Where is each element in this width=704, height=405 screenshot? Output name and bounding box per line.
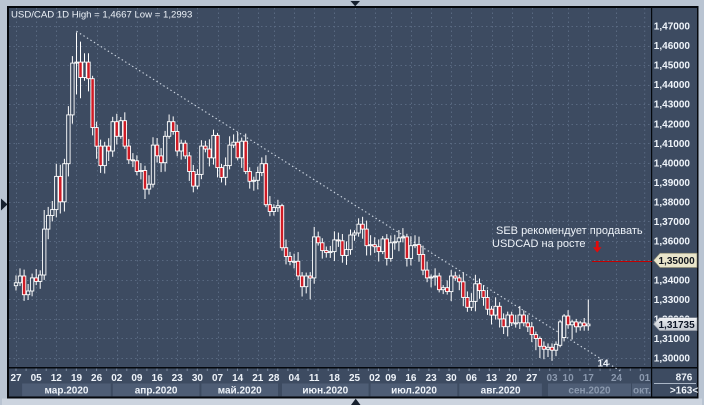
svg-text:12: 12 xyxy=(51,373,63,384)
svg-text:02: 02 xyxy=(369,373,381,384)
svg-text:июл.2020: июл.2020 xyxy=(391,386,437,397)
svg-text:1,34000: 1,34000 xyxy=(654,276,691,287)
svg-text:27: 27 xyxy=(526,373,538,384)
svg-text:19: 19 xyxy=(71,373,83,384)
svg-text:1,31735: 1,31735 xyxy=(659,320,696,331)
svg-text:14: 14 xyxy=(597,359,609,370)
svg-text:09: 09 xyxy=(131,373,143,384)
svg-text:07: 07 xyxy=(212,373,224,384)
svg-text:30: 30 xyxy=(192,373,204,384)
svg-text:16: 16 xyxy=(405,373,417,384)
svg-text:1,30000: 1,30000 xyxy=(654,354,691,365)
svg-text:28: 28 xyxy=(268,373,280,384)
svg-text:1,41000: 1,41000 xyxy=(654,139,691,150)
svg-text:USD/CAD 1D High = 1,4667 Low =: USD/CAD 1D High = 1,4667 Low = 1,2993 xyxy=(11,10,192,21)
svg-text:1,46000: 1,46000 xyxy=(654,41,691,52)
svg-text:23: 23 xyxy=(426,373,438,384)
svg-text:23: 23 xyxy=(172,373,184,384)
svg-text:1,35000: 1,35000 xyxy=(659,256,696,267)
svg-text:1,39000: 1,39000 xyxy=(654,178,691,189)
svg-text:25: 25 xyxy=(349,373,361,384)
svg-text:05: 05 xyxy=(31,373,43,384)
svg-text:1,37000: 1,37000 xyxy=(654,217,691,228)
svg-text:09: 09 xyxy=(385,373,397,384)
svg-text:26: 26 xyxy=(91,373,103,384)
svg-text:13: 13 xyxy=(486,373,498,384)
svg-text:1,36000: 1,36000 xyxy=(654,236,691,247)
svg-text:04: 04 xyxy=(289,373,301,384)
svg-text:1,33000: 1,33000 xyxy=(654,295,691,306)
svg-text:1,38000: 1,38000 xyxy=(654,197,691,208)
svg-text:27: 27 xyxy=(10,373,22,384)
svg-text:1,40000: 1,40000 xyxy=(654,158,691,169)
svg-text:18: 18 xyxy=(329,373,341,384)
svg-text:1,31000: 1,31000 xyxy=(654,334,691,345)
svg-text:02: 02 xyxy=(111,373,123,384)
svg-text:авг.2020: авг.2020 xyxy=(481,386,521,397)
svg-text:>163<: >163< xyxy=(670,386,699,397)
svg-text:01: 01 xyxy=(639,373,651,384)
svg-text:21: 21 xyxy=(252,373,264,384)
svg-text:10: 10 xyxy=(563,373,575,384)
svg-text:14: 14 xyxy=(232,373,244,384)
svg-text:окт.2020: окт.2020 xyxy=(633,386,674,397)
svg-text:май.2020: май.2020 xyxy=(218,386,262,397)
svg-text:20: 20 xyxy=(506,373,518,384)
svg-text:сен.2020: сен.2020 xyxy=(568,386,611,397)
svg-text:876: 876 xyxy=(676,373,693,384)
svg-text:апр.2020: апр.2020 xyxy=(135,386,178,397)
svg-text:1,43000: 1,43000 xyxy=(654,100,691,111)
svg-text:июн.2020: июн.2020 xyxy=(302,386,348,397)
svg-text:1,45000: 1,45000 xyxy=(654,61,691,72)
svg-text:06: 06 xyxy=(466,373,478,384)
svg-text:03: 03 xyxy=(546,373,558,384)
svg-text:SEB рекомендует продавать: SEB рекомендует продавать xyxy=(496,225,643,237)
svg-text:1,42000: 1,42000 xyxy=(654,119,691,130)
svg-text:1,47000: 1,47000 xyxy=(654,22,691,33)
svg-text:17: 17 xyxy=(583,373,595,384)
svg-text:1,44000: 1,44000 xyxy=(654,80,691,91)
svg-text:24: 24 xyxy=(611,373,623,384)
svg-text:30: 30 xyxy=(446,373,458,384)
svg-text:16: 16 xyxy=(152,373,164,384)
svg-text:мар.2020: мар.2020 xyxy=(45,386,89,397)
svg-text:11: 11 xyxy=(309,373,320,384)
svg-text:USDCAD на росте: USDCAD на росте xyxy=(492,238,586,250)
